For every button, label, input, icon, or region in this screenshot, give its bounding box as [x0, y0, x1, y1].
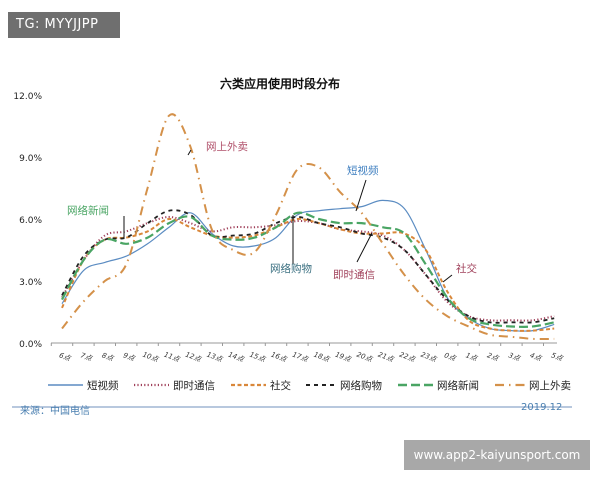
annotation-leader — [356, 232, 373, 263]
x-tick-label: 20点 — [355, 351, 374, 364]
x-tick-label: 17点 — [291, 351, 310, 364]
series-line-2 — [61, 217, 555, 332]
y-tick-label: 12.0% — [13, 92, 42, 102]
x-tick-label: 2点 — [486, 351, 500, 363]
y-tick-label: 6.0% — [19, 216, 42, 226]
y-tick-label: 0.0% — [19, 340, 42, 350]
legend-label: 短视频 — [87, 379, 119, 392]
series-line-3 — [61, 209, 555, 324]
annotation-leader — [355, 179, 367, 212]
x-tick-label: 21点 — [377, 351, 396, 364]
annotation-label: 网络新闻 — [67, 204, 109, 217]
y-tick-label: 3.0% — [19, 278, 42, 288]
source-label: 来源：中国电信 — [20, 406, 90, 417]
x-tick-label: 19点 — [334, 351, 353, 364]
legend-label: 网络新闻 — [437, 379, 479, 392]
annotation-label: 短视频 — [347, 164, 379, 177]
legend-label: 网上外卖 — [529, 380, 571, 392]
legend-label: 社交 — [270, 379, 291, 392]
annotation-label: 社交 — [456, 262, 477, 275]
x-tick-label: 4点 — [529, 351, 543, 363]
x-tick-label: 10点 — [141, 351, 160, 364]
x-tick-label: 7点 — [79, 351, 93, 363]
chart-title: 六类应用使用时段分布 — [220, 76, 340, 91]
x-tick-label: 5点 — [550, 351, 564, 363]
x-tick-label: 22点 — [398, 351, 417, 364]
annotation-label: 即时通信 — [333, 269, 375, 281]
x-tick-label: 16点 — [270, 351, 289, 364]
x-tick-label: 8点 — [101, 351, 115, 363]
legend-label: 网络购物 — [340, 379, 382, 392]
date-label: 2019.12 — [521, 402, 563, 413]
series-line-5 — [61, 113, 555, 341]
x-tick-label: 18点 — [313, 351, 332, 364]
annotation-leader — [442, 274, 453, 283]
x-tick-label: 14点 — [227, 351, 246, 364]
x-tick-label: 23点 — [420, 351, 439, 364]
series-line-1 — [61, 215, 555, 322]
series-line-4 — [61, 211, 555, 328]
y-tick-label: 9.0% — [19, 154, 42, 164]
watermark: www.app2-kaiyunsport.com — [404, 440, 590, 470]
x-tick-label: 9点 — [122, 351, 136, 363]
x-tick-label: 11点 — [163, 351, 182, 364]
x-tick-label: 15点 — [248, 351, 267, 364]
x-tick-label: 6点 — [58, 351, 72, 363]
x-tick-label: 12点 — [184, 351, 203, 364]
legend-label: 即时通信 — [173, 380, 215, 392]
annotation-leader — [187, 149, 192, 156]
annotation-label: 网上外卖 — [206, 141, 248, 153]
x-tick-label: 3点 — [507, 351, 521, 363]
x-tick-label: 1点 — [465, 351, 479, 363]
annotation-label: 网络购物 — [270, 262, 312, 275]
line-chart: 六类应用使用时段分布 0.0% 3.0% 6.0% 9.0% 12.0% 6点 7点 8点 9点 1… — [12, 76, 572, 408]
x-tick-label: 13点 — [206, 351, 225, 364]
x-tick-label: 0点 — [443, 351, 457, 363]
header-badge: TG: MYYJJPP — [8, 12, 120, 38]
